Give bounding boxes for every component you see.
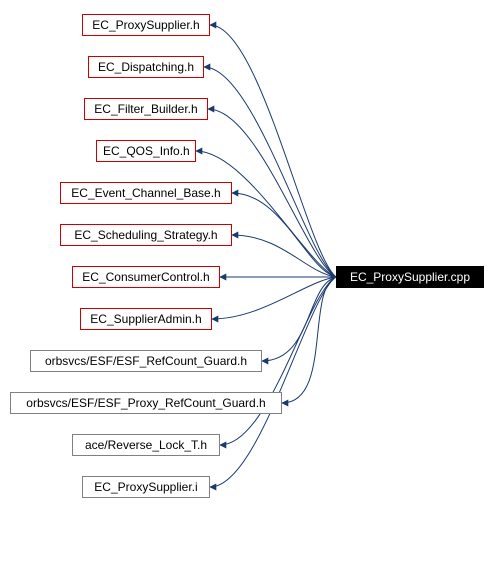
dependency-edge (210, 277, 336, 487)
target-node[interactable]: EC_ProxySupplier.i (82, 476, 210, 498)
source-node[interactable]: EC_ProxySupplier.cpp (336, 266, 484, 288)
dependency-edge (212, 277, 336, 319)
dependency-edge (232, 193, 336, 277)
dependency-edge (232, 235, 336, 277)
target-node[interactable]: orbsvcs/ESF/ESF_RefCount_Guard.h (30, 350, 262, 372)
target-node[interactable]: EC_Filter_Builder.h (84, 98, 208, 120)
target-node[interactable]: EC_Scheduling_Strategy.h (60, 224, 232, 246)
target-node[interactable]: EC_Dispatching.h (88, 56, 204, 78)
target-node[interactable]: EC_Event_Channel_Base.h (60, 182, 232, 204)
dependency-edge (262, 277, 336, 361)
dependency-diagram: EC_ProxySupplier.cpp EC_ProxySupplier.h EC… (0, 0, 502, 566)
target-node[interactable]: EC_ConsumerControl.h (72, 266, 220, 288)
dependency-edge (282, 277, 336, 403)
target-node[interactable]: ace/Reverse_Lock_T.h (72, 434, 220, 456)
target-node[interactable]: EC_SupplierAdmin.h (80, 308, 212, 330)
target-node[interactable]: EC_ProxySupplier.h (82, 14, 210, 36)
target-node[interactable]: orbsvcs/ESF/ESF_Proxy_RefCount_Guard.h (10, 392, 282, 414)
target-node[interactable]: EC_QOS_Info.h (96, 140, 196, 162)
dependency-edge (196, 151, 336, 277)
